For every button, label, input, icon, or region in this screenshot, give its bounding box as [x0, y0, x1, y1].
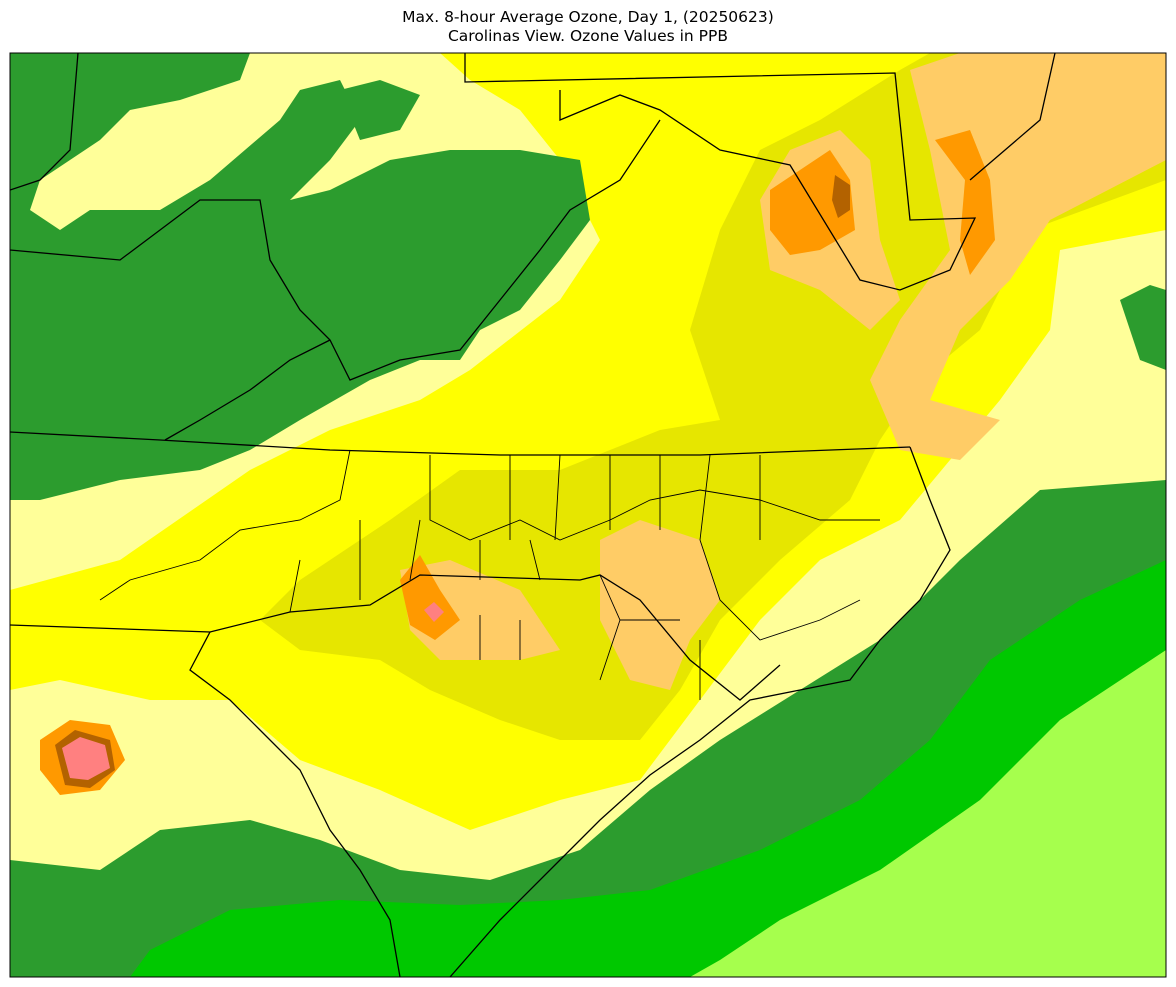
state-border	[10, 119, 661, 381]
map-subtitle: Carolinas View. Ozone Values in PPB	[447, 27, 729, 45]
contour-olive	[260, 53, 1166, 740]
state-border	[164, 339, 331, 441]
county-lines	[99, 449, 880, 700]
contour-pink	[424, 602, 444, 622]
state-border	[464, 53, 977, 291]
map-title: Max. 8-hour Average Ozone, Day 1, (20250…	[402, 8, 774, 26]
contour-orange	[935, 130, 995, 275]
state-border	[189, 631, 401, 977]
boundaries	[10, 53, 1056, 977]
map-frame	[9, 52, 1167, 978]
state-border	[10, 53, 79, 191]
state-border	[10, 431, 911, 456]
state-border	[969, 53, 1056, 181]
coastline	[449, 446, 951, 977]
contour-pink	[62, 737, 110, 780]
contours	[10, 53, 1166, 977]
contour-dark-green	[340, 80, 420, 140]
contour-light-green	[690, 650, 1166, 977]
contour-light-orange	[870, 53, 1166, 460]
state-border	[10, 574, 781, 701]
contour-dark-green	[10, 53, 590, 500]
contour-orange	[400, 555, 460, 640]
contour-light-orange	[600, 520, 720, 690]
contour-brown	[832, 175, 850, 218]
contour-dark-green	[1120, 285, 1166, 370]
